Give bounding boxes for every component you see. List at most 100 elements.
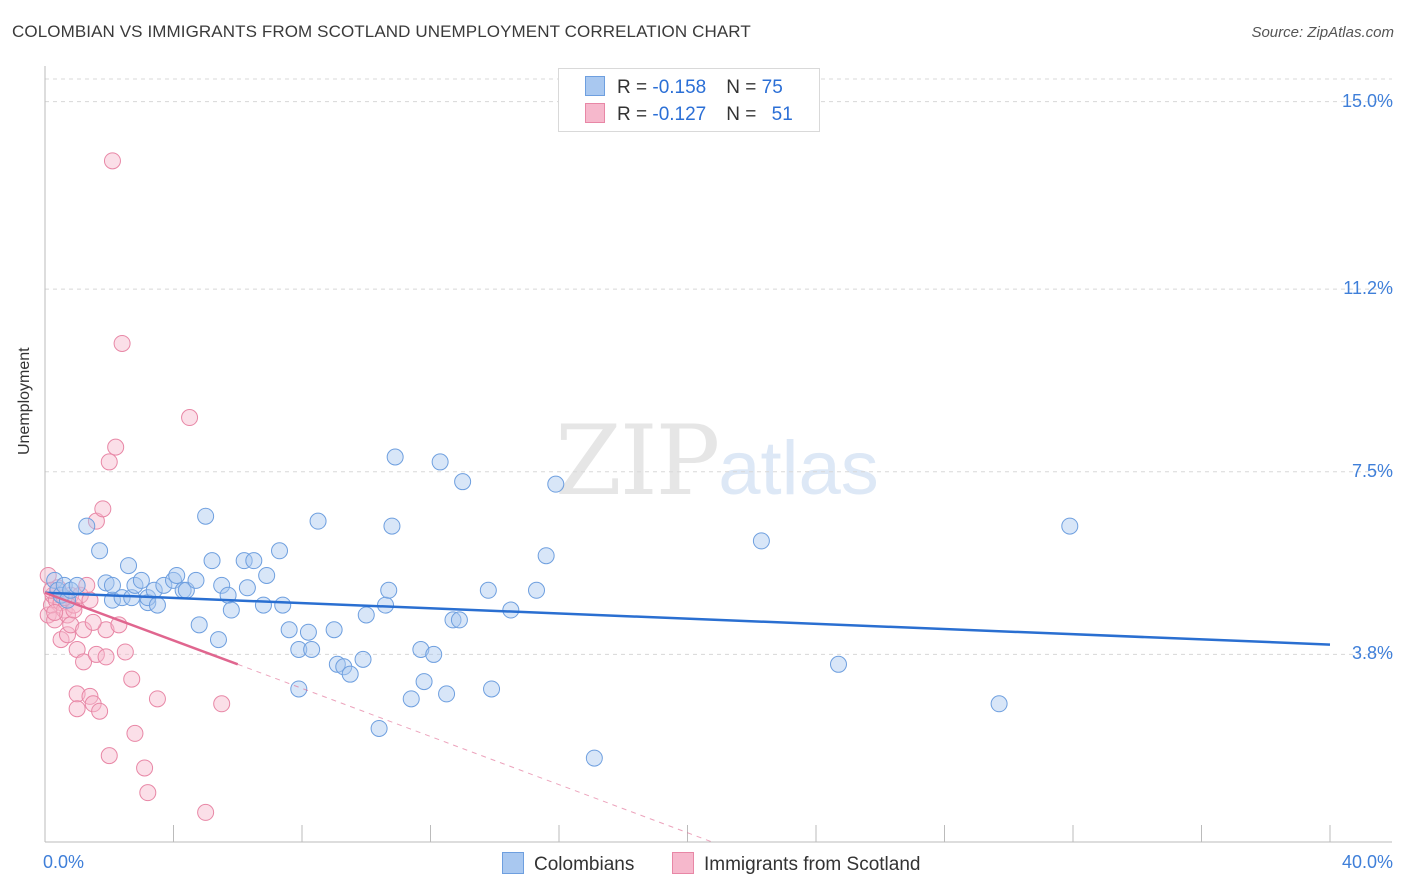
data-point: [290, 680, 308, 698]
data-point: [107, 438, 125, 456]
data-point: [113, 334, 131, 352]
data-point: [502, 601, 520, 619]
data-point: [425, 645, 443, 663]
data-point: [155, 576, 173, 594]
legend-row-scotland: R = -0.127 N = 51: [585, 103, 793, 126]
data-point: [299, 623, 317, 641]
data-point: [103, 152, 121, 170]
data-point: [528, 581, 546, 599]
data-point: [58, 626, 76, 644]
data-point: [187, 571, 205, 589]
data-point: [438, 685, 456, 703]
data-point: [325, 621, 343, 639]
legend-swatch-pink: [672, 852, 694, 874]
data-point: [46, 571, 64, 589]
legend-n-label: N =: [726, 77, 762, 98]
series-colombians: [46, 448, 1079, 767]
data-point: [454, 473, 472, 491]
data-point: [479, 581, 497, 599]
x-tick-label-min: 0.0%: [43, 852, 85, 872]
data-point: [113, 589, 131, 607]
data-point: [100, 747, 118, 765]
legend-r-value: -0.158: [652, 77, 707, 98]
data-point: [1061, 517, 1079, 535]
data-point: [78, 517, 96, 535]
data-point: [274, 596, 292, 614]
data-point: [431, 453, 449, 471]
data-point: [84, 613, 102, 631]
trend-line-scotland: [44, 591, 239, 666]
y-axis-label: Unemployment: [16, 347, 33, 455]
watermark-zip: ZIP: [555, 405, 720, 517]
data-point: [120, 557, 138, 575]
data-point: [383, 517, 401, 535]
data-point: [68, 685, 86, 703]
data-point: [450, 611, 468, 629]
data-point: [254, 596, 272, 614]
data-point: [537, 547, 555, 565]
data-point: [139, 784, 157, 802]
data-point: [290, 641, 308, 658]
legend-item-colombians[interactable]: Colombians: [502, 852, 634, 876]
data-point: [386, 448, 404, 466]
chart-title: COLOMBIAN VS IMMIGRANTS FROM SCOTLAND UN…: [12, 22, 751, 41]
data-point: [271, 542, 289, 560]
legend-item-label: Immigrants from Scotland: [704, 854, 921, 875]
legend-swatch-pink: [585, 103, 605, 123]
data-point: [829, 655, 847, 673]
legend-r-value: -0.127: [652, 104, 707, 125]
legend-swatch-blue: [502, 852, 524, 874]
data-point: [402, 690, 420, 708]
data-point: [280, 621, 298, 639]
data-point: [990, 695, 1008, 713]
data-point: [46, 603, 64, 621]
data-point: [116, 643, 134, 661]
data-point: [68, 576, 86, 594]
data-point: [752, 532, 770, 550]
y-tick-label: 7.5%: [1351, 460, 1393, 481]
data-point: [94, 500, 112, 518]
legend-r-label: R =: [617, 77, 653, 98]
data-point: [483, 680, 501, 698]
data-point: [415, 673, 433, 691]
data-point: [190, 616, 208, 634]
data-point: [123, 670, 141, 688]
data-point: [75, 653, 93, 671]
data-point: [585, 749, 603, 767]
data-point: [354, 650, 372, 668]
data-point: [91, 702, 109, 720]
data-point: [87, 645, 105, 663]
data-point: [103, 576, 121, 594]
data-point: [245, 552, 263, 570]
trend-line-scotland-extension: [237, 663, 713, 843]
data-point: [97, 621, 115, 639]
data-point: [136, 759, 154, 777]
data-point: [68, 700, 86, 718]
data-point: [97, 648, 115, 666]
data-point: [148, 690, 166, 708]
y-tick-label: 15.0%: [1341, 90, 1393, 111]
legend-swatch-blue: [585, 76, 605, 96]
data-point: [370, 719, 388, 737]
data-point: [222, 601, 240, 619]
legend-n-label: N =: [726, 104, 762, 125]
data-point: [100, 453, 118, 471]
data-point: [91, 542, 109, 560]
axes: [44, 66, 1392, 843]
data-point: [341, 665, 359, 683]
watermark-atlas: atlas: [718, 426, 879, 511]
legend-n-value: 51: [771, 104, 793, 125]
data-point: [168, 566, 186, 584]
data-point: [238, 579, 256, 597]
correlation-legend: R = -0.158 N = 75 R = -0.127 N = 51: [558, 68, 820, 132]
trend-line-colombians: [44, 591, 1331, 646]
legend-item-scotland[interactable]: Immigrants from Scotland: [672, 852, 920, 876]
data-point: [357, 606, 375, 624]
data-point: [203, 552, 221, 570]
y-tick-label: 11.2%: [1343, 278, 1393, 299]
legend-n-value: 75: [761, 77, 783, 98]
legend-r-label: R =: [617, 104, 653, 125]
data-point: [380, 581, 398, 599]
data-point: [132, 571, 150, 589]
